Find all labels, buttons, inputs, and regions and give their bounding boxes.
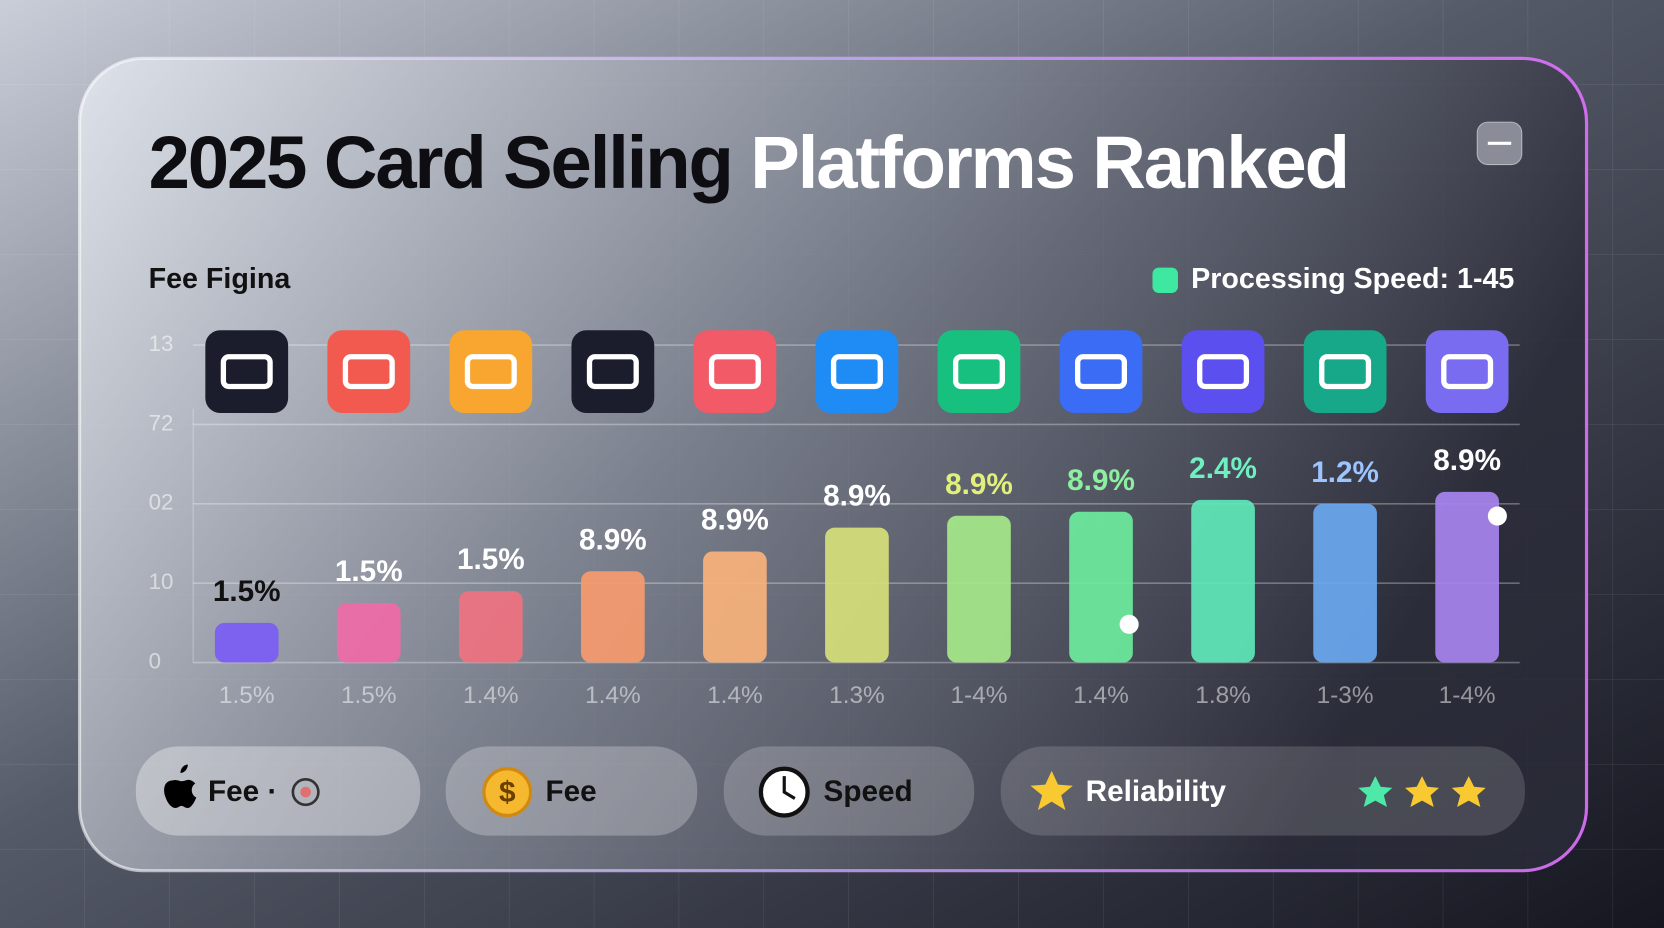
x-tick-label: 1.5%	[341, 682, 397, 709]
pill-label: Fee	[545, 775, 596, 808]
bar-annotation: 8.9%	[1433, 444, 1501, 477]
platform-glyph	[586, 354, 639, 390]
bar	[1069, 511, 1133, 663]
bar-annotation: 1.2%	[1311, 456, 1379, 489]
subtitle: Fee Figina	[149, 263, 292, 295]
glow-dot	[1119, 614, 1139, 634]
platform-glyph	[830, 354, 883, 390]
bar-annotation: 8.9%	[579, 523, 647, 556]
bar	[214, 622, 279, 663]
star-icon	[1030, 770, 1073, 811]
legend-swatch	[1152, 267, 1178, 294]
y-tick-label: 72	[149, 410, 174, 435]
platform-glyph	[220, 354, 273, 390]
platform-icon	[1425, 330, 1509, 414]
platform-icon	[327, 330, 411, 414]
platform-glyph	[342, 354, 395, 390]
legend-label: Processing Speed: 1-45	[1191, 263, 1514, 295]
bar	[947, 515, 1011, 663]
stopwatch-hands	[782, 776, 796, 800]
platform-glyph	[1441, 354, 1494, 390]
bar	[336, 603, 401, 663]
platform-glyph	[952, 354, 1005, 390]
x-tick-label: 1.5%	[219, 682, 275, 709]
bar-annotation: 8.9%	[823, 480, 891, 513]
bar-annotation: 8.9%	[701, 504, 769, 537]
bar	[581, 571, 645, 663]
clock-icon	[291, 778, 320, 807]
apple-icon	[164, 764, 197, 809]
card	[78, 56, 1589, 873]
pill[interactable]	[135, 746, 421, 836]
x-tick-label: 1.3%	[829, 682, 885, 709]
rating-star	[1405, 776, 1440, 807]
x-tick-label: 1.4%	[463, 682, 519, 709]
glow-dot	[1487, 506, 1507, 526]
footer: $ Fee · Fee Speed Reliability	[135, 746, 1525, 836]
platform-icon	[937, 330, 1021, 414]
x-tick-label: 1.4%	[1073, 682, 1129, 709]
rating-star	[1451, 776, 1486, 807]
x-tick-label: 1-4%	[1439, 682, 1496, 709]
x-tick-label: 1-3%	[1317, 682, 1374, 709]
bar-annotation: 1.5%	[213, 575, 281, 608]
coin-icon	[482, 767, 533, 818]
bar	[1435, 491, 1499, 663]
x-tick-label: 1.4%	[707, 682, 763, 709]
y-tick-label: 0	[149, 648, 161, 673]
platform-icon	[449, 330, 533, 414]
platform-icon	[205, 330, 289, 414]
coin-symbol: $	[499, 776, 516, 809]
pill-label: Reliability	[1086, 775, 1227, 808]
bar	[1191, 499, 1255, 663]
bar	[458, 591, 523, 663]
platform-icon	[1059, 330, 1143, 414]
platform-glyph	[1197, 354, 1250, 390]
platform-icon	[693, 330, 777, 414]
x-tick-label: 1.8%	[1195, 682, 1251, 709]
bar	[703, 551, 767, 663]
platform-glyph	[708, 354, 761, 390]
platform-icon	[815, 330, 899, 414]
platform-glyph	[464, 354, 517, 390]
y-tick-label: 13	[149, 331, 174, 356]
bar-annotation: 1.5%	[335, 555, 403, 588]
pill-label: Speed	[824, 775, 913, 808]
bar-annotation: 2.4%	[1189, 452, 1257, 485]
bar	[825, 527, 889, 663]
y-tick-label: 02	[149, 490, 174, 515]
bar-annotation: 1.5%	[457, 543, 525, 576]
rating-star	[1358, 776, 1393, 807]
pill-label: Fee ·	[208, 775, 277, 808]
bar-annotation: 8.9%	[945, 468, 1013, 501]
x-tick-label: 1-4%	[950, 682, 1007, 709]
platform-icon	[571, 330, 655, 414]
platform-icon	[1181, 330, 1265, 414]
plot: 0 10 02 72 13 1.5% 1.5% 1.5% 1.5% 1.4% 1.5% 1.4% 8.9…	[149, 330, 1520, 709]
pill[interactable]	[1000, 746, 1525, 836]
platform-glyph	[1075, 354, 1128, 390]
bar-annotation: 8.9%	[1067, 464, 1135, 497]
y-tick-label: 10	[149, 569, 174, 594]
title-light: Platforms Ranked	[750, 120, 1348, 203]
platform-glyph	[1319, 354, 1372, 390]
x-tick-label: 1.4%	[585, 682, 641, 709]
chart-title: 2025 Card Selling Platforms Ranked	[149, 120, 1348, 203]
title-dark: 2025 Card Selling	[149, 120, 732, 203]
platform-icon	[1303, 330, 1387, 414]
clock-dot	[300, 786, 311, 798]
bar	[1313, 503, 1377, 663]
